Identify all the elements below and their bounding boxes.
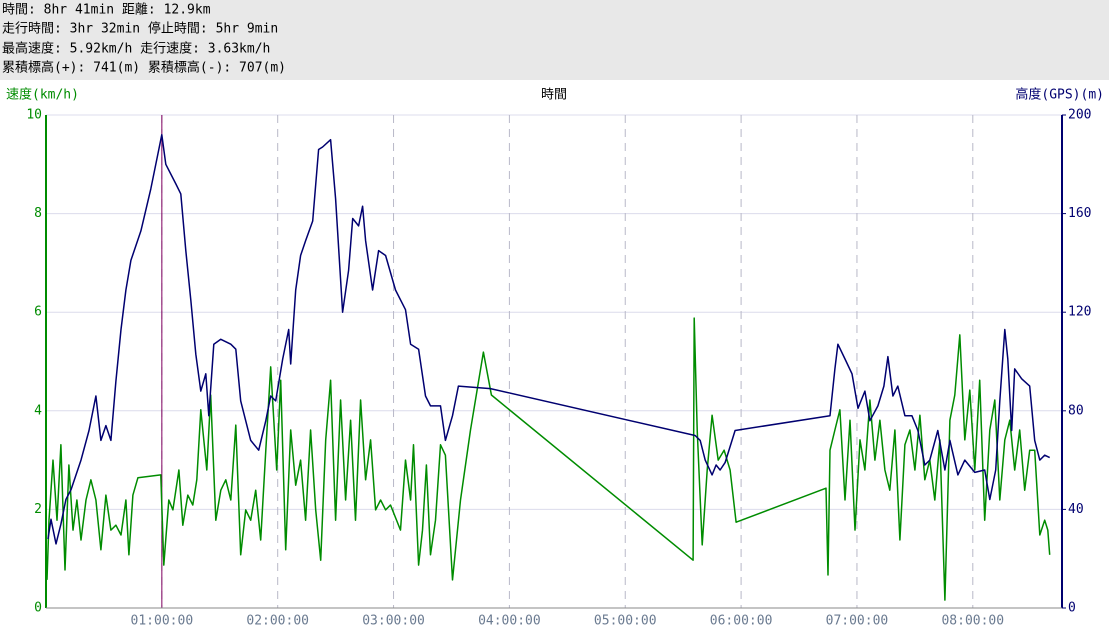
header-line: 走行時間: 3hr 32min 停止時間: 5hr 9min <box>2 21 278 37</box>
y-tick-label: 0 <box>34 601 42 616</box>
x-tick-label: 01:00:00 <box>131 614 194 629</box>
y2-tick-label: 200 <box>1068 108 1091 123</box>
series-line <box>47 133 1051 545</box>
y-tick-label: 4 <box>34 403 42 418</box>
y2-axis-label: 高度(GPS)(m) <box>1015 87 1104 103</box>
header-bg <box>0 0 1109 80</box>
header-line: 時間: 8hr 41min 距離: 12.9km <box>2 3 211 18</box>
y-tick-label: 2 <box>34 502 42 517</box>
header-line: 最高速度: 5.92km/h 走行速度: 3.63km/h <box>2 41 270 57</box>
x-tick-label: 03:00:00 <box>362 614 425 629</box>
series-line <box>46 317 1051 601</box>
x-tick-label: 08:00:00 <box>941 614 1004 629</box>
y-tick-label: 10 <box>26 108 42 123</box>
x-tick-label: 06:00:00 <box>710 614 773 629</box>
y2-tick-label: 120 <box>1068 305 1091 320</box>
x-axis-label: 時間 <box>541 88 567 103</box>
x-tick-label: 05:00:00 <box>594 614 657 629</box>
y2-tick-label: 40 <box>1068 502 1084 517</box>
y-axis-label: 速度(km/h) <box>6 87 79 103</box>
header-line: 累積標高(+): 741(m) 累積標高(-): 707(m) <box>2 60 286 76</box>
y-tick-label: 6 <box>34 305 42 320</box>
y2-tick-label: 80 <box>1068 403 1084 418</box>
y2-tick-label: 0 <box>1068 601 1076 616</box>
x-tick-label: 07:00:00 <box>826 614 889 629</box>
x-tick-label: 02:00:00 <box>246 614 309 629</box>
y2-tick-label: 160 <box>1068 206 1091 221</box>
y-tick-label: 8 <box>34 206 42 221</box>
x-tick-label: 04:00:00 <box>478 614 541 629</box>
